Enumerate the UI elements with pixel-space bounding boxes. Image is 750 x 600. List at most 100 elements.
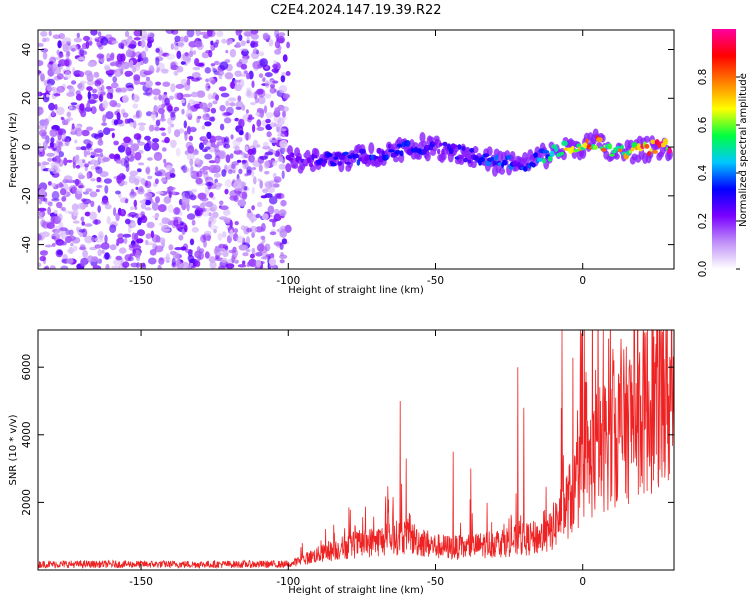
spectrogram-noise-blob	[81, 221, 85, 226]
snr-x-tick-label: 0	[579, 576, 586, 588]
spectrogram-noise-blob	[264, 243, 271, 252]
spectrogram-noise-blob	[180, 36, 185, 42]
spectrogram-noise-blob	[107, 40, 112, 45]
spectrogram-noise-blob	[84, 211, 91, 217]
spectrogram-noise-blob	[161, 217, 169, 225]
spectrogram-noise-blob	[243, 226, 250, 235]
spectrogram-signal-blob	[479, 156, 485, 163]
spectrogram-noise-blob	[250, 30, 259, 35]
snr-x-tick-label: -100	[276, 576, 300, 588]
colorbar-tick-label: 0.4	[697, 164, 709, 181]
spectrogram-signal-halo	[472, 146, 479, 154]
spectrogram-noise-blob	[82, 159, 86, 164]
spectrogram-noise-blob	[158, 257, 165, 265]
spectrogram-noise-blob	[197, 115, 202, 120]
spectrogram-signal-blob	[652, 149, 658, 154]
spectrogram-noise-blob	[161, 147, 167, 152]
spectrogram-noise-blob	[208, 116, 215, 122]
spectrogram-noise-blob	[176, 50, 182, 59]
spectrogram-noise-blob	[122, 94, 129, 104]
spectrogram-noise-blob	[115, 86, 123, 95]
spectrogram-noise-blob	[136, 238, 144, 244]
spectrogram-noise-blob	[38, 162, 41, 167]
spectrogram-noise-blob	[66, 258, 74, 264]
spectrogram-noise-blob	[223, 112, 232, 116]
spectrogram-noise-blob	[195, 177, 203, 185]
spectrogram-signal-halo	[643, 135, 650, 143]
spectrogram-noise-blob	[71, 80, 77, 85]
spectrogram-noise-blob	[86, 102, 91, 111]
spectrogram-noise-blob	[150, 230, 155, 239]
spectrogram-noise-blob	[274, 107, 281, 114]
spectrogram-noise-blob	[202, 200, 207, 205]
spectrogram-noise-blob	[56, 85, 65, 93]
spectrogram-noise-blob	[252, 123, 256, 133]
spectrogram-signal-blob	[457, 144, 462, 150]
spectrogram-noise-blob	[116, 53, 123, 62]
spectrogram-noise-blob	[136, 168, 142, 173]
spectrogram-noise-blob	[259, 180, 264, 189]
spectrogram-noise-blob	[256, 88, 264, 95]
spectrogram-noise-blob	[259, 155, 268, 160]
spectrogram-noise-blob	[137, 162, 145, 166]
spectrogram-signal-blob	[290, 152, 295, 158]
spectrogram-noise-blob	[225, 100, 230, 107]
spectrogram-noise-blob	[120, 209, 124, 215]
colorbar-ticks: 0.0 0.2 0.4 0.6 0.8	[697, 69, 740, 277]
spectrogram-noise-blob	[180, 246, 187, 251]
spectrogram-noise-blob	[243, 70, 248, 75]
spectrogram-noise-blob	[189, 238, 195, 246]
spectrogram-noise-blob	[162, 256, 171, 262]
spectrogram-noise-blob	[109, 244, 117, 251]
spectrogram-noise-blob	[179, 221, 184, 226]
spectrogram-noise-blob	[284, 224, 292, 233]
spectrogram-noise-blob	[248, 213, 258, 222]
spectrogram-noise-blob	[55, 145, 62, 153]
spectrogram-noise-blob	[132, 94, 140, 103]
spectrogram-noise-blob	[165, 171, 173, 180]
spectrogram-noise-blob	[123, 237, 128, 244]
spectrogram-noise-blob	[251, 33, 259, 40]
spectrogram-signal-blob	[620, 144, 625, 150]
spectrogram-noise-blob	[234, 117, 240, 122]
spectrogram-signal-halo	[393, 156, 399, 163]
spectrogram-noise-blob	[258, 73, 264, 78]
spectrogram-noise-blob	[184, 190, 194, 199]
spectrogram-noise-blob	[274, 208, 280, 215]
spectrogram-signal-blob	[647, 151, 651, 156]
spectrogram-noise-blob	[53, 226, 62, 230]
spectrogram-noise-blob	[124, 118, 129, 124]
spectrogram-noise-blob	[48, 61, 54, 65]
spectrogram-noise-blob	[237, 199, 247, 207]
spectrogram-noise-blob	[241, 104, 246, 111]
spectrogram-noise-blob	[200, 234, 207, 243]
spectrogram-noise-blob	[213, 228, 217, 234]
spectrogram-noise-blob	[124, 198, 129, 204]
spectrogram-noise-blob	[104, 252, 110, 260]
spectrogram-noise-blob	[213, 60, 220, 66]
spectrogram-noise-blob	[90, 159, 97, 165]
spectrogram-noise-blob	[113, 207, 117, 217]
spectrogram-noise-blob	[240, 63, 248, 70]
spectrogram-noise-blob	[136, 262, 141, 269]
spectrogram-noise-blob	[145, 233, 152, 239]
spectrogram-noise-blob	[84, 223, 93, 227]
spectrogram-noise-blob	[176, 223, 181, 231]
spectrogram-noise-blob	[181, 196, 190, 206]
spectrogram-noise-blob	[73, 37, 83, 43]
spectrogram-noise-blob	[80, 258, 87, 267]
spectrogram-noise-blob	[140, 40, 146, 48]
spectrogram-noise-blob	[39, 212, 43, 217]
spectrogram-noise-blob	[153, 105, 158, 114]
spectrogram-noise-blob	[99, 171, 109, 178]
spectrogram-axes: -150 -100 -50 0 -40 -20 0 20 40	[21, 30, 674, 287]
spectrogram-noise-blob	[72, 220, 80, 224]
spectrogram-noise-blob	[277, 156, 284, 162]
spectrogram-noise-blob	[70, 242, 74, 247]
spectrogram-signal-halo	[470, 161, 477, 169]
spectrogram-noise-blob	[221, 38, 227, 44]
spectrogram-noise-blob	[86, 150, 91, 156]
spectrogram-noise-blob	[38, 70, 42, 74]
spectrogram-noise-blob	[203, 239, 207, 248]
spectrogram-noise-blob	[130, 222, 136, 228]
